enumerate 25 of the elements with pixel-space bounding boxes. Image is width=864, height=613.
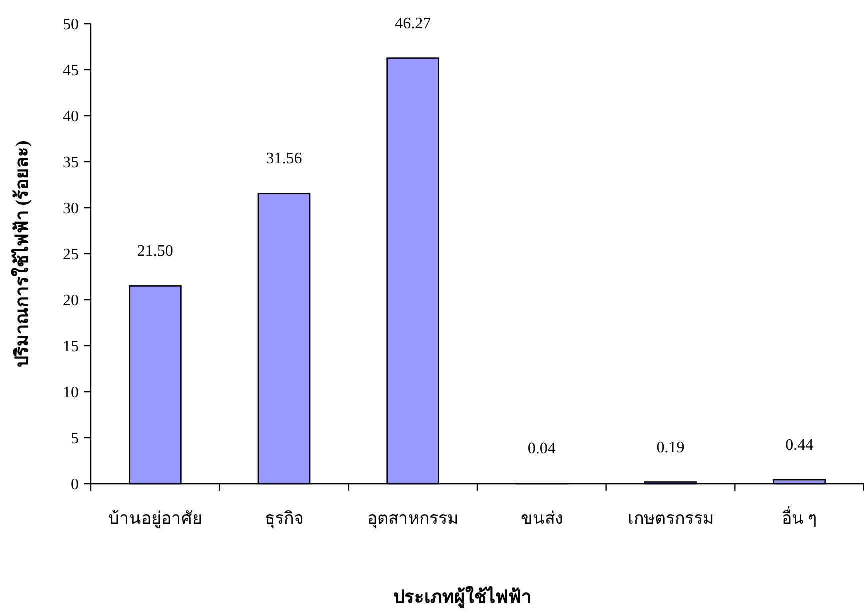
y-axis-title: ปริมาณการใช้ไฟฟ้า (ร้อยละ)	[11, 140, 32, 368]
y-tick-label: 45	[63, 62, 79, 80]
x-tick-label: ธุรกิจ	[264, 509, 304, 529]
y-tick-label: 25	[63, 246, 79, 264]
y-tick-label: 20	[63, 292, 79, 310]
x-tick-label: เกษตรกรรม	[628, 509, 714, 528]
x-axis-title: ประเภทผู้ใช้ไฟฟ้า	[394, 586, 532, 609]
y-tick-label: 30	[63, 200, 79, 218]
y-tick-label: 35	[63, 154, 79, 172]
y-tick-label: 5	[71, 430, 79, 448]
y-tick-label: 40	[63, 108, 79, 126]
x-tick-label: อุตสาหกรรม	[368, 509, 459, 529]
data-label: 46.27	[395, 15, 432, 32]
x-tick-label: บ้านอยู่อาศัย	[108, 509, 202, 529]
data-label: 21.50	[137, 243, 174, 260]
data-label: 0.04	[528, 440, 556, 458]
x-tick-label: อื่น ๆ	[782, 506, 818, 528]
y-tick-label: 0	[71, 476, 79, 494]
x-tick-label: ขนส่ง	[520, 509, 563, 528]
y-tick-label: 15	[63, 338, 79, 356]
y-tick-label: 10	[63, 384, 79, 402]
y-tick-label: 50	[63, 16, 79, 34]
data-label: 31.56	[266, 150, 302, 168]
data-label: 0.19	[656, 439, 685, 456]
data-label: 0.44	[786, 436, 814, 454]
